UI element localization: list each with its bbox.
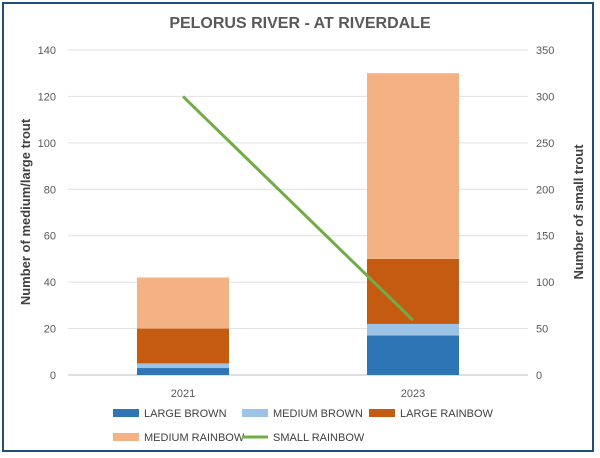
bar-medium-brown-2023: [367, 323, 459, 336]
right-axis-ticks: 0 50 100 150 200 250 300 350: [536, 45, 554, 382]
right-tick-label: 100: [536, 277, 554, 289]
right-axis-title: Number of small trout: [571, 144, 586, 280]
right-tick-label: 250: [536, 138, 554, 150]
left-axis-ticks: 0 20 40 60 80 100 120 140: [38, 45, 56, 382]
bar-medium-rainbow-2021: [137, 277, 229, 329]
legend-label-small-rainbow: SMALL RAINBOW: [273, 432, 365, 444]
legend-swatch-large-brown: [113, 409, 139, 417]
chart-title: PELORUS RIVER - AT RIVERDALE: [169, 15, 431, 32]
bar-medium-rainbow-2023: [367, 73, 459, 259]
right-tick-label: 150: [536, 231, 554, 243]
left-tick-label: 80: [44, 184, 56, 196]
category-label: 2021: [171, 388, 195, 400]
right-tick-label: 0: [536, 370, 542, 382]
right-tick-label: 350: [536, 45, 554, 57]
bar-large-rainbow-2023: [367, 258, 459, 324]
legend-swatch-medium-rainbow: [113, 433, 139, 441]
legend: LARGE BROWN MEDIUM BROWN LARGE RAINBOW MEDI…: [113, 408, 494, 444]
left-tick-label: 60: [44, 231, 56, 243]
chart-frame: [2, 2, 594, 452]
bar-medium-brown-2021: [137, 363, 229, 369]
line-series: [181, 95, 415, 322]
bars: [137, 73, 459, 375]
left-tick-label: 100: [38, 138, 56, 150]
right-tick-label: 200: [536, 184, 554, 196]
bar-large-brown-2023: [367, 335, 459, 375]
legend-label-large-rainbow: LARGE RAINBOW: [400, 408, 494, 420]
category-label: 2023: [401, 388, 425, 400]
right-tick-label: 300: [536, 91, 554, 103]
bar-large-brown-2021: [137, 368, 229, 375]
left-tick-label: 40: [44, 277, 56, 289]
left-tick-label: 0: [50, 370, 56, 382]
right-tick-label: 50: [536, 324, 548, 336]
left-tick-label: 20: [44, 324, 56, 336]
category-labels: 2021 2023: [171, 388, 425, 400]
left-axis-title: Number of medium/large trout: [18, 118, 33, 305]
legend-swatch-medium-brown: [242, 409, 268, 417]
bar-large-rainbow-2021: [137, 328, 229, 364]
line-small-rainbow: [181, 95, 415, 322]
legend-label-medium-brown: MEDIUM BROWN: [273, 408, 363, 420]
legend-label-large-brown: LARGE BROWN: [144, 408, 227, 420]
left-tick-label: 120: [38, 91, 56, 103]
legend-swatch-large-rainbow: [369, 409, 395, 417]
legend-label-medium-rainbow: MEDIUM RAINBOW: [144, 432, 245, 444]
left-tick-label: 140: [38, 45, 56, 57]
